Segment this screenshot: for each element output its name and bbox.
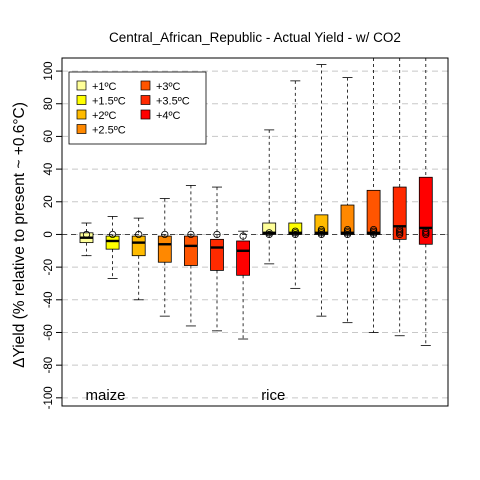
legend-swatch bbox=[76, 109, 87, 120]
box-rice-13 bbox=[418, 58, 433, 346]
outlier-point bbox=[265, 229, 273, 237]
outlier-point bbox=[291, 227, 299, 235]
legend-swatch bbox=[76, 124, 87, 134]
box-rice-9 bbox=[314, 64, 329, 317]
outlier-point bbox=[239, 232, 247, 240]
y-axis-label: ΔYield (% relative to present ~ +0.6°C) bbox=[11, 102, 28, 368]
legend-swatch bbox=[140, 95, 151, 105]
gridlines bbox=[62, 70, 448, 399]
outlier-point bbox=[396, 225, 404, 234]
box-body bbox=[210, 238, 224, 271]
legend-item: +4ºC bbox=[140, 109, 181, 122]
boxes bbox=[79, 58, 433, 346]
y-axis: -100 -80 -60 -40 -20 0 20 40 60 80 100 bbox=[43, 61, 62, 409]
legend-label: +1.5ºC bbox=[92, 96, 126, 108]
legend-label: +3ºC bbox=[156, 81, 181, 93]
y-tick-label: -60 bbox=[43, 324, 55, 341]
group-label-rice: rice bbox=[261, 387, 285, 404]
group-labels: maize rice bbox=[86, 387, 286, 404]
box-body bbox=[183, 235, 198, 266]
outlier-point bbox=[213, 230, 221, 239]
legend: +1ºC +1.5ºC +2ºC +2.5ºC +3ºC +3.5ºC +4ºC bbox=[68, 71, 207, 145]
box-maize-6 bbox=[236, 230, 251, 340]
box-rice-11 bbox=[366, 58, 381, 333]
y-tick-label: 60 bbox=[43, 130, 55, 143]
legend-label: +2.5ºC bbox=[92, 125, 126, 137]
legend-label: +2ºC bbox=[92, 110, 117, 122]
box-body bbox=[340, 204, 355, 235]
box-maize-2 bbox=[131, 217, 146, 301]
y-tick-label: -20 bbox=[43, 259, 55, 276]
plot-frame bbox=[61, 57, 449, 407]
box-maize-3 bbox=[157, 198, 172, 317]
legend-item: +2.5ºC bbox=[76, 124, 126, 137]
y-tick-label: 20 bbox=[43, 195, 55, 208]
box-body bbox=[131, 235, 146, 257]
legend-box bbox=[68, 71, 207, 145]
legend-swatch bbox=[140, 109, 151, 120]
box-rice-8 bbox=[288, 80, 303, 289]
box-maize-5 bbox=[210, 186, 224, 332]
y-tick-label: 0 bbox=[43, 231, 55, 237]
legend-label: +1ºC bbox=[92, 81, 117, 93]
legend-swatch bbox=[140, 80, 151, 91]
y-tick-label: 100 bbox=[43, 61, 55, 80]
box-rice-10 bbox=[340, 77, 355, 324]
y-tick-label: 40 bbox=[43, 163, 55, 176]
legend-label: +3.5ºC bbox=[156, 96, 190, 108]
outlier-point bbox=[135, 230, 143, 239]
outlier-point bbox=[82, 230, 91, 239]
outlier-point bbox=[317, 225, 325, 234]
legend-label: +4ºC bbox=[156, 110, 181, 122]
y-tick-label: -100 bbox=[43, 386, 55, 409]
y-tick-label: -80 bbox=[43, 357, 55, 374]
box-rice-12 bbox=[392, 58, 407, 337]
legend-item: +3ºC bbox=[140, 80, 181, 93]
outlier-point bbox=[109, 230, 117, 239]
legend-item: +1.5ºC bbox=[76, 95, 126, 108]
legend-swatch bbox=[76, 80, 87, 91]
box-rice-7 bbox=[262, 129, 277, 265]
legend-swatch bbox=[76, 95, 87, 105]
legend-item: +3.5ºC bbox=[140, 95, 190, 108]
group-label-maize: maize bbox=[86, 387, 126, 404]
y-tick-label: 80 bbox=[43, 97, 55, 110]
y-tick-label: -40 bbox=[43, 291, 55, 308]
outlier-point bbox=[161, 230, 169, 239]
box-body bbox=[105, 235, 120, 250]
chart-title: Central_African_Republic - Actual Yield … bbox=[109, 30, 401, 45]
box-maize-1 bbox=[105, 216, 120, 279]
box-body bbox=[236, 240, 251, 276]
outlier-point bbox=[369, 225, 378, 234]
outlier-point bbox=[343, 225, 352, 234]
box-maize-0 bbox=[79, 222, 94, 257]
box-body bbox=[262, 222, 277, 235]
outlier-point bbox=[422, 227, 430, 235]
box-maize-4 bbox=[183, 185, 198, 327]
legend-item: +2ºC bbox=[76, 109, 117, 122]
box-body bbox=[157, 235, 172, 263]
outlier-point bbox=[187, 230, 195, 239]
legend-item: +1ºC bbox=[76, 80, 117, 93]
